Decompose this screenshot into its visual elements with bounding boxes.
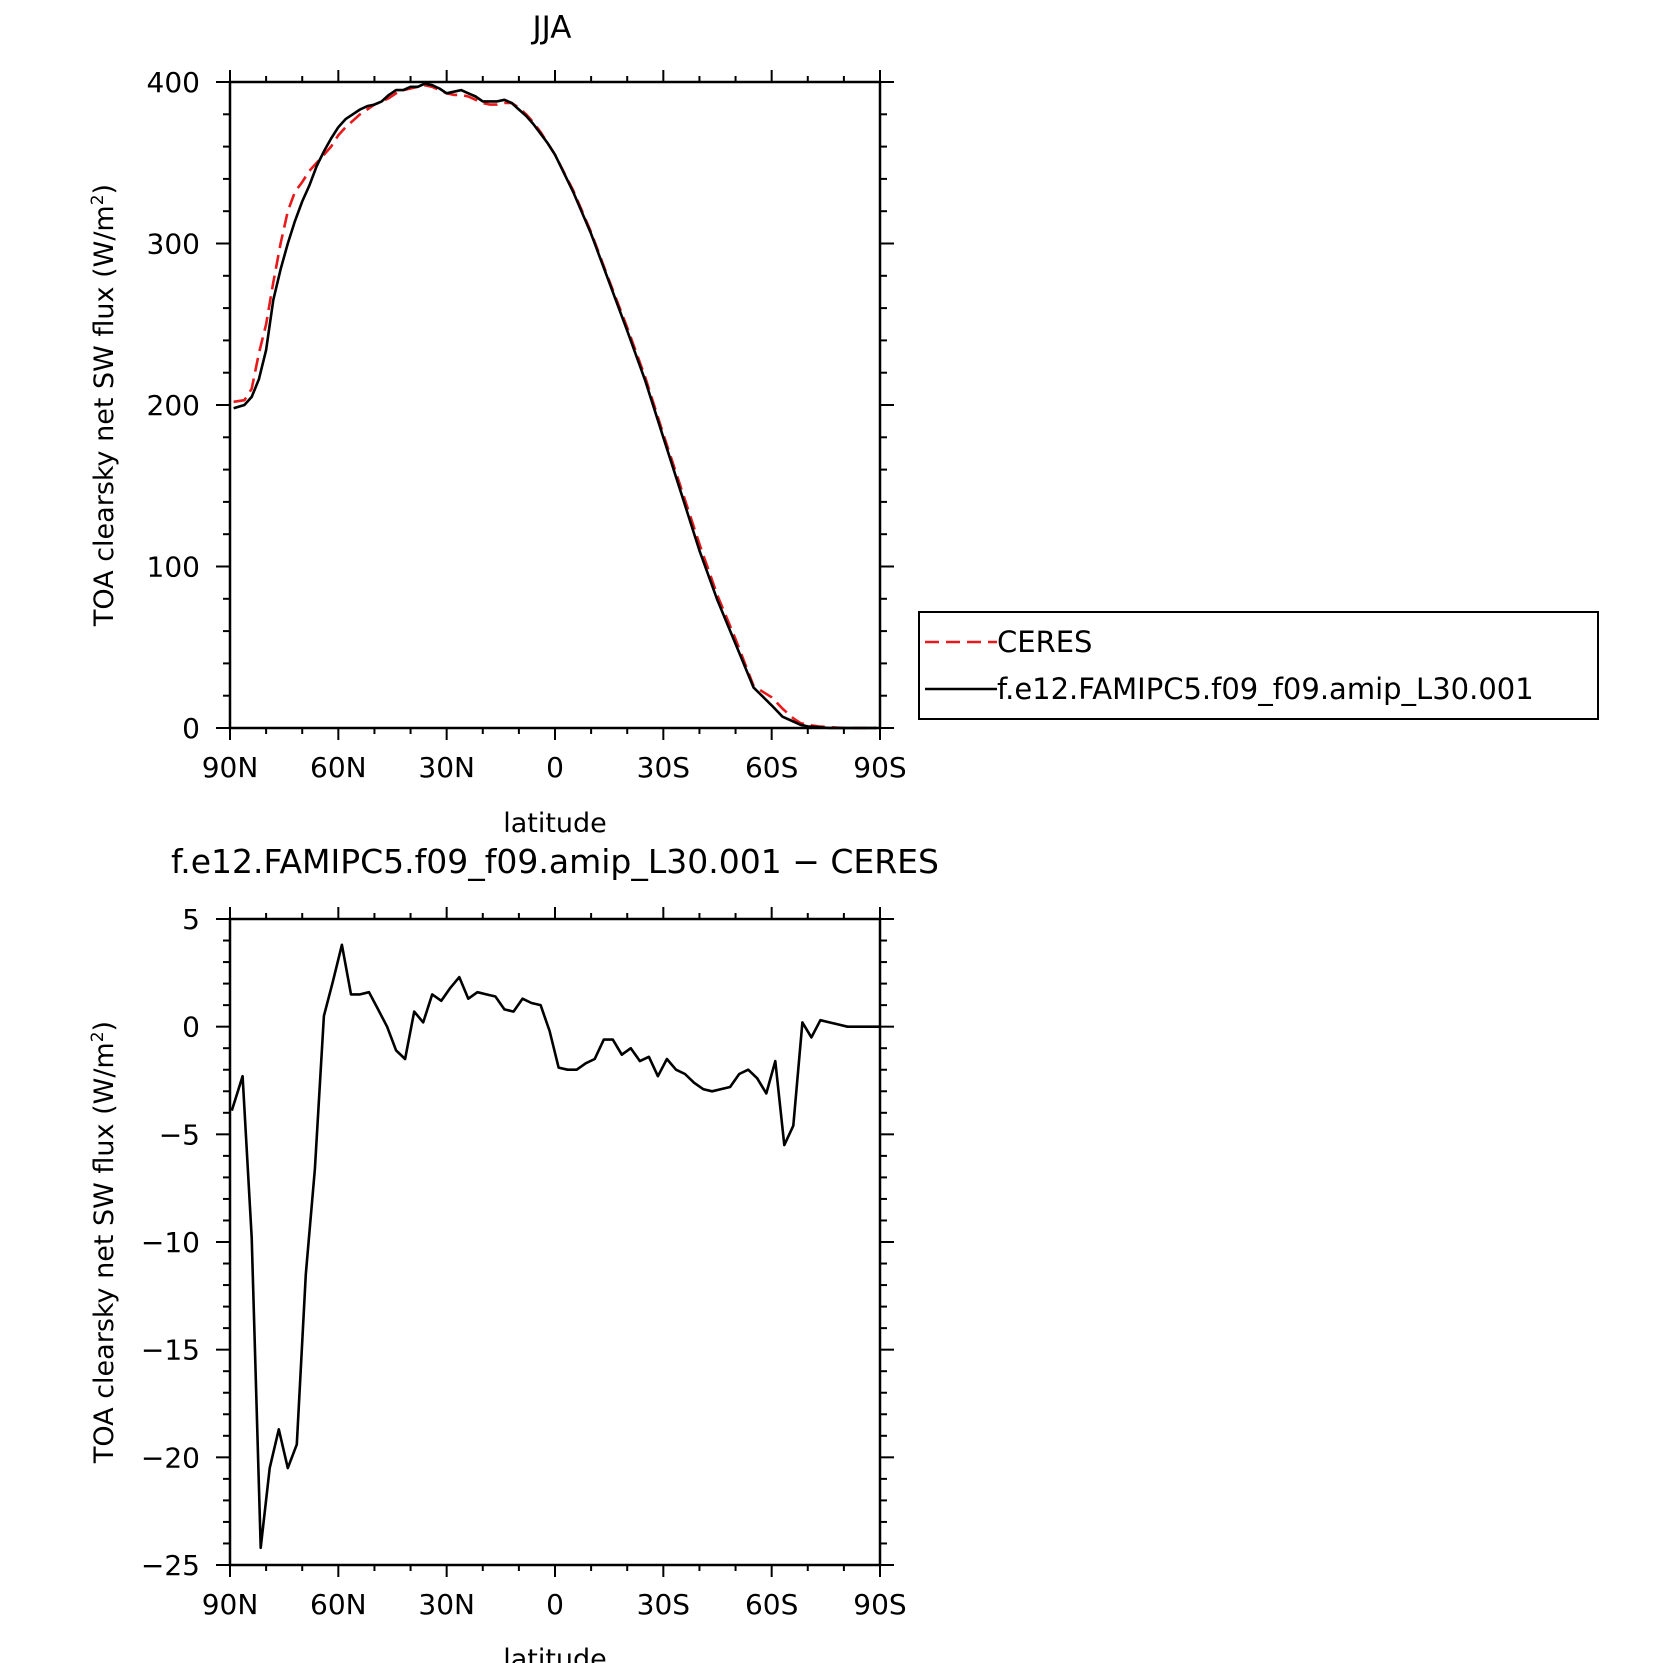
legend-box: [918, 611, 1599, 720]
y-tick-label: 5: [182, 903, 200, 936]
top-plot-frame: [228, 80, 882, 730]
top-panel: JJA 90N 60N 30N 0 30S 60S 90S 0 100 200 300 400 la…: [88, 10, 1599, 839]
legend-ceres-label: CERES: [997, 625, 1092, 659]
top-y-tick-labels: 0 100 200 300 400: [147, 66, 200, 745]
y-tick-label: 0: [182, 1011, 200, 1044]
x-tick-label: 30S: [637, 751, 690, 784]
bottom-panel: f.e12.FAMIPC5.f09_f09.amip_L30.001 − CER…: [88, 842, 939, 1663]
x-tick-label: 60N: [310, 751, 367, 784]
top-x-axis-label: latitude: [503, 808, 607, 839]
bottom-y-axis-label-main: TOA clearsky net SW flux (W/m: [89, 1042, 120, 1464]
y-tick-label: −20: [141, 1441, 200, 1474]
y-tick-label: −25: [141, 1549, 200, 1582]
series-line-ceres: [233, 83, 877, 730]
x-tick-label: 90N: [202, 1588, 259, 1621]
bottom-plot-frame: [228, 917, 882, 1567]
y-tick-label: 100: [147, 551, 200, 584]
top-x-tick-labels: 90N 60N 30N 0 30S 60S 90S: [202, 751, 907, 784]
y-tick-label: 300: [147, 228, 200, 261]
x-tick-label: 0: [546, 1588, 564, 1621]
bottom-axis-ticks: [216, 907, 894, 1577]
y-tick-label: 200: [147, 389, 200, 422]
x-tick-label: 90S: [853, 751, 906, 784]
top-y-axis-label-end: ): [89, 184, 120, 195]
x-tick-label: 30N: [418, 1588, 475, 1621]
bottom-y-axis-label-end: ): [89, 1021, 120, 1032]
y-tick-label: −5: [159, 1118, 200, 1151]
bottom-x-axis-label: latitude: [503, 1644, 607, 1663]
top-axis-ticks: [216, 70, 894, 740]
y-tick-label: 400: [147, 66, 200, 99]
y-tick-label: −10: [141, 1226, 200, 1259]
x-tick-label: 60N: [310, 1588, 367, 1621]
top-chart-title: JJA: [531, 10, 572, 46]
bottom-series-lines: [230, 943, 880, 1550]
x-tick-label: 30N: [418, 751, 475, 784]
x-tick-label: 0: [546, 751, 564, 784]
bottom-y-axis-label: TOA clearsky net SW flux (W/m2): [88, 1021, 120, 1464]
bottom-chart-title: f.e12.FAMIPC5.f09_f09.amip_L30.001 − CER…: [171, 842, 939, 881]
top-y-axis-label-main: TOA clearsky net SW flux (W/m: [89, 205, 120, 627]
bottom-y-axis-label-sup: 2: [88, 1031, 108, 1042]
x-tick-label: 60S: [745, 1588, 798, 1621]
top-y-axis-label: TOA clearsky net SW flux (W/m2): [88, 184, 120, 627]
x-tick-label: 60S: [745, 751, 798, 784]
x-tick-label: 90N: [202, 751, 259, 784]
x-tick-label: 90S: [853, 1588, 906, 1621]
legend-model-label: f.e12.FAMIPC5.f09_f09.amip_L30.001: [997, 672, 1534, 706]
bottom-y-tick-labels: 5 0 −5 −10 −15 −20 −25: [141, 903, 200, 1582]
y-tick-label: 0: [182, 712, 200, 745]
series-line-difference: [230, 943, 880, 1550]
y-tick-label: −15: [141, 1334, 200, 1367]
legend: CERES f.e12.FAMIPC5.f09_f09.amip_L30.001: [918, 611, 1599, 720]
bottom-x-tick-labels: 90N 60N 30N 0 30S 60S 90S: [202, 1588, 907, 1621]
series-line-model: [233, 82, 877, 730]
top-y-axis-label-sup: 2: [88, 194, 108, 205]
x-tick-label: 30S: [637, 1588, 690, 1621]
top-series-lines: [233, 82, 877, 730]
